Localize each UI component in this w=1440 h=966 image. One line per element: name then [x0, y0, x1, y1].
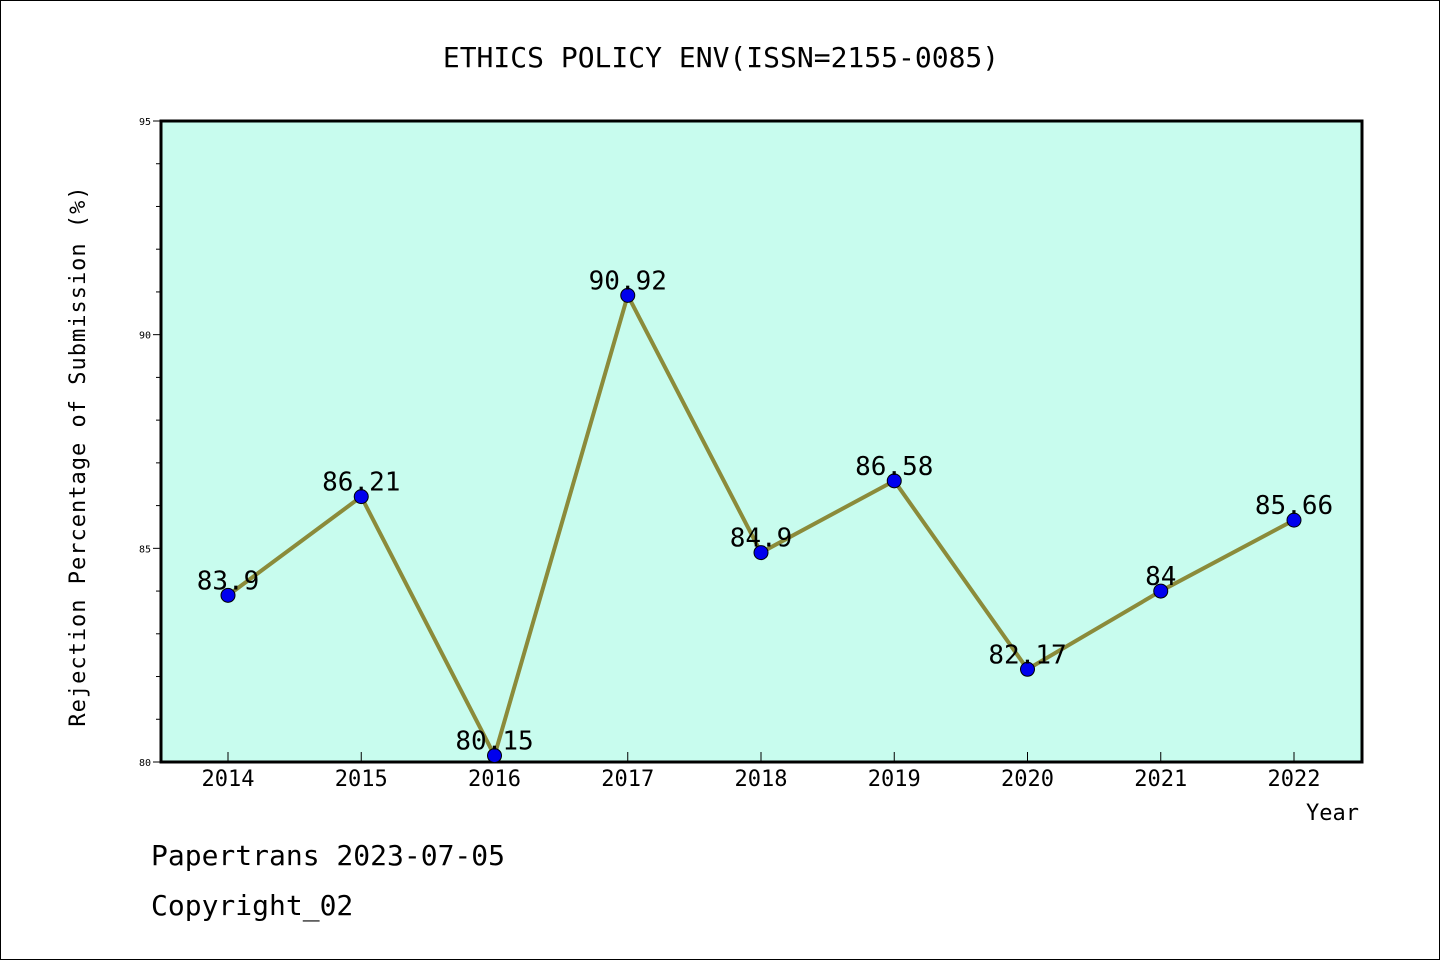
y-axis-label: Rejection Percentage of Submission (%) — [66, 185, 91, 726]
data-point — [620, 287, 636, 303]
y-axis: 80 85 90 95 — [139, 117, 161, 769]
plot-area — [159, 119, 1364, 764]
footer-copyright: Copyright_02 — [151, 889, 353, 923]
x-tick-label: 2017 — [601, 767, 654, 792]
data-label: 84 — [1145, 562, 1176, 592]
data-label: 84.9 — [730, 524, 793, 554]
data-point — [1153, 583, 1169, 599]
x-tick-label: 2022 — [1268, 767, 1321, 792]
x-axis: 2014 2015 2016 2017 2018 2019 2020 2021 2022 — [202, 752, 1321, 792]
y-tick-label: 90 — [139, 331, 151, 342]
data-label: 80.15 — [455, 727, 533, 757]
y-tick-label: 80 — [139, 758, 151, 769]
data-label: 90.92 — [589, 266, 667, 296]
x-tick-label: 2018 — [735, 767, 788, 792]
x-tick-label: 2016 — [468, 767, 521, 792]
data-label: 85.66 — [1255, 491, 1333, 521]
chart-title: ETHICS POLICY ENV(ISSN=2155-0085) — [443, 41, 999, 74]
data-label: 86.58 — [855, 452, 933, 482]
data-point — [753, 545, 769, 561]
x-axis-label: Year — [1306, 801, 1359, 826]
data-point — [886, 473, 902, 489]
data-label: 83.9 — [197, 566, 260, 596]
x-tick-label: 2014 — [202, 767, 255, 792]
data-labels: 83.9 86.21 80.15 90.92 84.9 86.58 82.17 84 85.66 — [197, 266, 1333, 756]
data-label: 86.21 — [322, 468, 400, 498]
data-point — [487, 748, 502, 764]
data-point — [220, 587, 236, 603]
data-point — [1286, 512, 1302, 528]
x-tick-label: 2019 — [868, 767, 921, 792]
x-tick-label: 2020 — [1001, 767, 1054, 792]
data-point — [1020, 661, 1035, 677]
data-points — [220, 287, 1302, 764]
footer-date: Papertrans 2023-07-05 — [151, 839, 505, 872]
data-point — [353, 489, 369, 505]
x-tick-label: 2015 — [335, 767, 388, 792]
data-label: 82.17 — [988, 640, 1066, 670]
y-tick-label: 95 — [139, 117, 151, 128]
x-tick-label: 2021 — [1134, 767, 1187, 792]
y-tick-label: 85 — [139, 544, 151, 555]
